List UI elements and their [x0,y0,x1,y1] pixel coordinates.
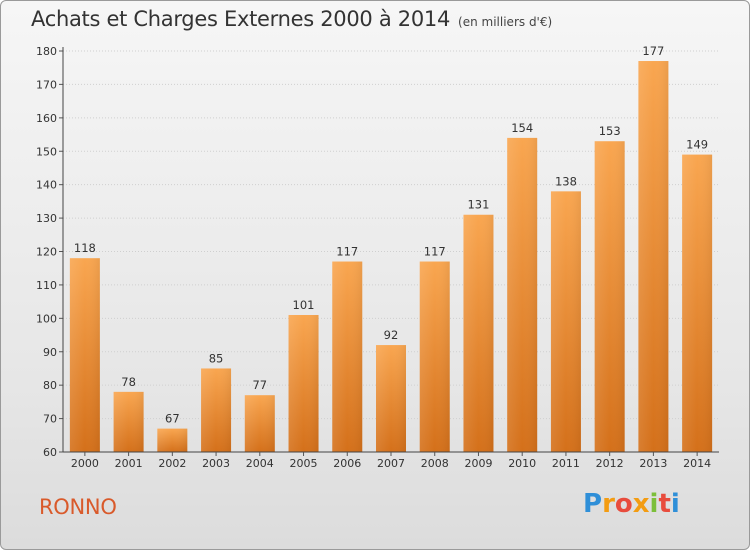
x-tick-label: 2014 [683,457,711,470]
y-tick-label: 140 [36,179,57,192]
y-tick-label: 170 [36,78,57,91]
x-tick-label: 2007 [377,457,405,470]
y-tick-label: 180 [36,45,57,58]
x-tick-label: 2004 [246,457,274,470]
y-tick-label: 70 [43,413,57,426]
bar-shine-2005 [288,314,319,452]
data-label: 85 [209,351,224,365]
chart-title: Achats et Charges Externes 2000 à 2014 (e… [31,7,552,31]
data-label: 92 [384,328,399,342]
bar-shine-2013 [638,61,669,453]
data-label: 177 [642,44,664,58]
bar-shine-2014 [682,154,713,452]
x-tick-label: 2009 [464,457,492,470]
y-tick-label: 80 [43,379,57,392]
bars [69,61,713,453]
bar-shine-2007 [376,345,406,452]
y-tick-label: 120 [36,246,57,259]
y-tick-label: 60 [43,446,57,459]
x-tick-label: 2000 [71,457,99,470]
bar-shine-2009 [463,214,494,452]
x-tick-label: 2006 [333,457,361,470]
bar-shine-2001 [113,391,144,452]
chart-title-text: Achats et Charges Externes 2000 à 2014 [31,7,451,31]
bar-shine-2012 [594,141,625,452]
bar-shine-2008 [419,261,450,452]
data-label: 67 [165,412,180,426]
y-tick-label: 160 [36,112,57,125]
bar-shine-2003 [201,368,232,452]
y-tick-label: 100 [36,312,57,325]
bar-shine-2002 [157,428,188,452]
y-tick-label: 110 [36,279,57,292]
chart-subtitle: (en milliers d'€) [458,15,553,29]
x-tick-label: 2001 [115,457,143,470]
data-labels: 118 78 67 85 77 101 117 92 117 131 154 138 153 177 149 [74,44,708,426]
data-label: 78 [121,375,136,389]
bar-shine-2006 [332,261,363,452]
data-label: 154 [511,121,533,135]
bar-shine-2000 [69,258,100,452]
x-tick-label: 2013 [639,457,667,470]
x-tick-label: 2008 [421,457,449,470]
data-label: 153 [599,124,621,138]
x-tick-label: 2011 [552,457,580,470]
bar-shine-2004 [244,395,275,452]
data-label: 118 [74,241,96,255]
data-label: 117 [424,245,446,259]
y-tick-label: 90 [43,346,57,359]
data-label: 77 [252,378,267,392]
data-label: 117 [336,245,358,259]
bar-shine-2011 [550,191,581,452]
commune-name: RONNO [39,495,117,519]
data-label: 131 [467,198,489,212]
proxiti-logo: Proxiti [583,489,680,519]
y-tick-label: 130 [36,212,57,225]
bar-shine-2010 [507,137,538,452]
x-tick-label: 2005 [290,457,318,470]
x-tick-label: 2003 [202,457,230,470]
x-tick-label: 2002 [158,457,186,470]
data-label: 149 [686,138,708,152]
x-tick-label: 2012 [596,457,624,470]
x-tick-label: 2010 [508,457,536,470]
data-label: 138 [555,174,577,188]
y-tick-label: 150 [36,145,57,158]
axes: 60 70 80 90 100 110 120 130 140 150 160 170 180 2000 2… [36,45,719,470]
data-label: 101 [293,298,315,312]
